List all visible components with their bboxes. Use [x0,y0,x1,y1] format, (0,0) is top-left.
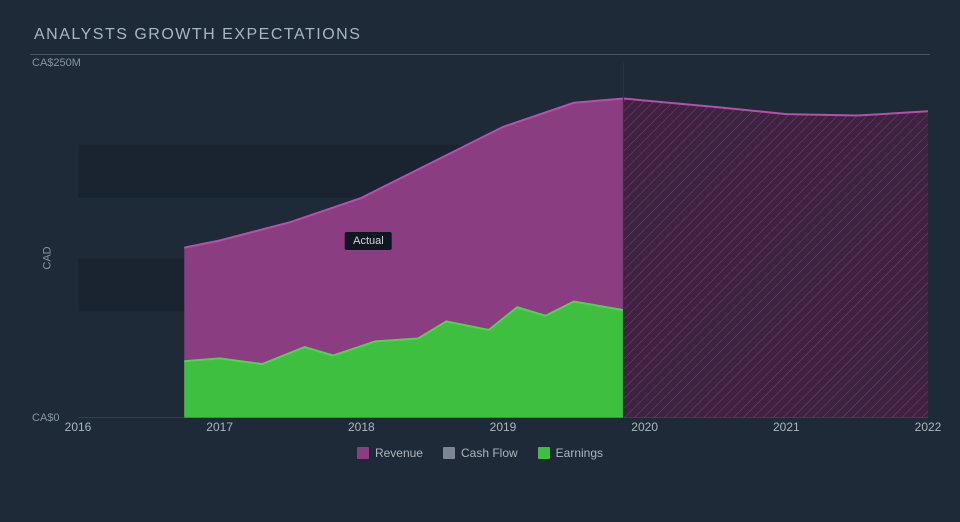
x-tick: 2018 [348,420,375,434]
legend-swatch-cashflow [443,447,455,459]
legend-label-cashflow: Cash Flow [461,446,518,460]
plot-svg [78,63,928,418]
chart-container: ANALYSTS GROWTH EXPECTATIONS CAD CA$250M… [0,0,960,474]
x-tick: 2016 [65,420,92,434]
y-axis-label: CAD [42,246,54,269]
legend-item-cashflow[interactable]: Cash Flow [443,446,518,460]
chart-title: ANALYSTS GROWTH EXPECTATIONS [30,20,930,55]
plot-area: CAD CA$250MCA$0 Actual 20162017201820192… [78,63,930,440]
x-tick: 2020 [631,420,658,434]
legend: Revenue Cash Flow Earnings [30,440,930,464]
x-axis-ticks: 2016201720182019202020212022 [78,418,928,440]
actual-tooltip: Actual [345,232,392,250]
x-tick: 2021 [773,420,800,434]
legend-label-earnings: Earnings [556,446,603,460]
legend-swatch-earnings [538,447,550,459]
legend-item-earnings[interactable]: Earnings [538,446,603,460]
y-tick: CA$250M [32,57,81,69]
x-tick: 2022 [915,420,942,434]
legend-label-revenue: Revenue [375,446,423,460]
legend-swatch-revenue [357,447,369,459]
legend-item-revenue[interactable]: Revenue [357,446,423,460]
x-tick: 2017 [206,420,233,434]
x-tick: 2019 [490,420,517,434]
y-tick: CA$0 [32,412,60,424]
